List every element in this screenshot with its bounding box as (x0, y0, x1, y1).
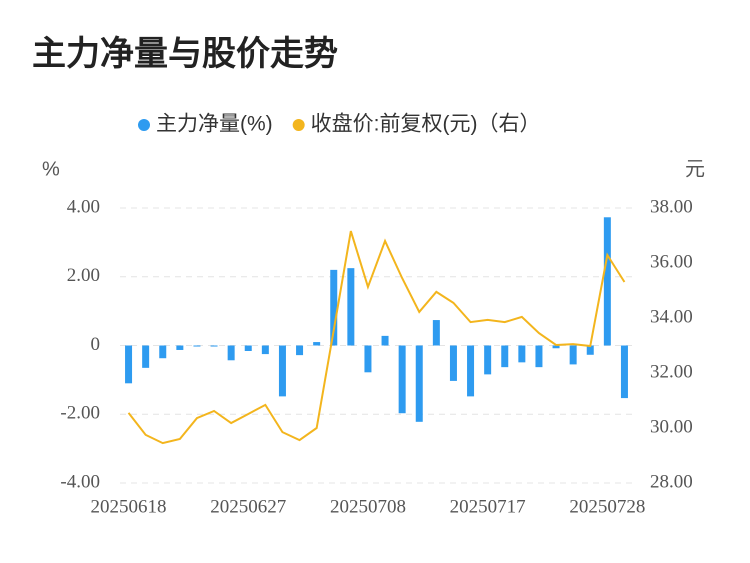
bar (535, 345, 543, 368)
legend-label: 主力净量(%) (156, 113, 273, 136)
bar (381, 335, 389, 346)
y2-tick-label: 30.00 (650, 416, 693, 437)
bar (227, 345, 235, 361)
x-tick-label: 20250728 (569, 496, 645, 517)
y2-axis-label: 元 (685, 158, 705, 180)
bar (278, 345, 286, 397)
x-tick-label: 20250717 (450, 496, 526, 517)
x-tick-label: 20250627 (210, 496, 286, 517)
y-tick-label: -4.00 (60, 471, 100, 492)
bar (620, 345, 628, 399)
y2-tick-label: 34.00 (650, 306, 693, 327)
legend-marker (292, 119, 305, 131)
y-axis-label: % (42, 158, 60, 180)
bar (467, 345, 475, 397)
y-tick-label: 0 (91, 334, 101, 355)
chart-title: 主力净量与股价走势 (32, 35, 338, 73)
x-tick-label: 20250708 (330, 496, 406, 517)
bar (330, 269, 338, 346)
bar (193, 345, 201, 347)
bar (210, 345, 218, 347)
y-tick-label: 4.00 (67, 196, 100, 217)
y2-tick-label: 36.00 (650, 251, 693, 272)
bar (176, 345, 184, 350)
y-tick-label: -2.00 (60, 403, 100, 424)
bar (364, 345, 372, 373)
bar (415, 345, 423, 422)
bar (398, 345, 406, 414)
bar (244, 345, 252, 351)
bar (142, 345, 150, 368)
price-line (127, 230, 626, 445)
y-tick-label: 2.00 (67, 265, 100, 286)
y2-tick-label: 38.00 (650, 196, 693, 217)
bar (261, 345, 269, 355)
bar (347, 268, 355, 346)
bar (518, 345, 526, 363)
bar (296, 345, 304, 356)
bar (501, 345, 509, 368)
y2-tick-label: 28.00 (650, 471, 693, 492)
y2-tick-label: 32.00 (650, 361, 693, 382)
bar (159, 345, 167, 359)
bar (586, 345, 594, 355)
bar (484, 345, 492, 375)
bar (313, 342, 321, 346)
legend-marker (138, 119, 150, 131)
bar (569, 345, 577, 365)
x-tick-label: 20250618 (91, 496, 167, 517)
bar (552, 345, 560, 349)
bar (603, 217, 611, 346)
legend-label: 收盘价:前复权(元)（右） (311, 113, 541, 136)
bar (449, 345, 457, 381)
bar (432, 320, 440, 346)
bar (125, 345, 133, 384)
